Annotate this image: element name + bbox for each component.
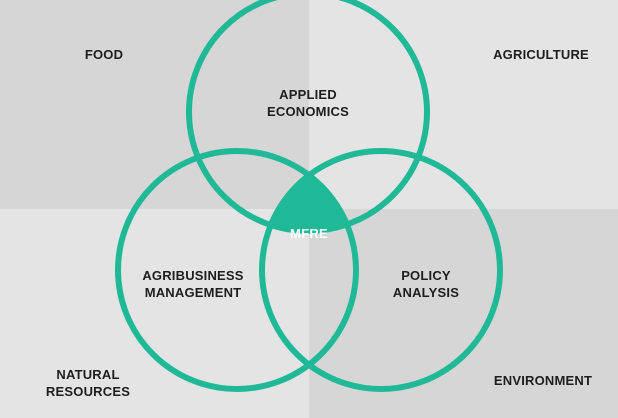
circle-applied-economics <box>186 0 430 234</box>
circle-label-policy-analysis: POLICY ANALYSIS <box>376 267 476 301</box>
quadrant-top-right <box>309 0 618 209</box>
corner-label-food: FOOD <box>80 46 128 63</box>
circle-text-agribusiness: AGRIBUSINESS <box>142 268 244 283</box>
circle-text-policy: POLICY <box>401 268 451 283</box>
quadrant-top-left <box>0 0 309 209</box>
center-intersection <box>262 151 356 231</box>
circle-text-economics: ECONOMICS <box>267 104 349 119</box>
quadrant-bottom-right <box>309 209 618 418</box>
corner-label-environment: ENVIRONMENT <box>488 372 598 389</box>
corner-text-natural: NATURAL <box>56 367 120 382</box>
circle-text-management: MANAGEMENT <box>144 285 242 300</box>
quadrant-bottom-left <box>0 209 309 418</box>
corner-text-agriculture: AGRICULTURE <box>493 47 589 62</box>
center-text-mfre: MFRE <box>289 226 329 241</box>
circle-text-applied: APPLIED <box>279 87 337 102</box>
corner-text-resources: RESOURCES <box>45 384 131 399</box>
circle-label-applied-economics: APPLIED ECONOMICS <box>258 86 358 120</box>
circle-label-agribusiness-management: AGRIBUSINESS MANAGEMENT <box>136 267 250 301</box>
center-label-mfre: MFRE <box>284 226 334 241</box>
corner-label-natural-resources: NATURAL RESOURCES <box>40 366 136 400</box>
corner-text-environment: ENVIRONMENT <box>493 373 593 388</box>
circle-text-analysis: ANALYSIS <box>392 285 460 300</box>
corner-label-agriculture: AGRICULTURE <box>488 46 594 63</box>
circle-agribusiness-management <box>115 148 359 392</box>
circle-policy-analysis <box>259 148 503 392</box>
corner-text-food: FOOD <box>84 47 124 62</box>
